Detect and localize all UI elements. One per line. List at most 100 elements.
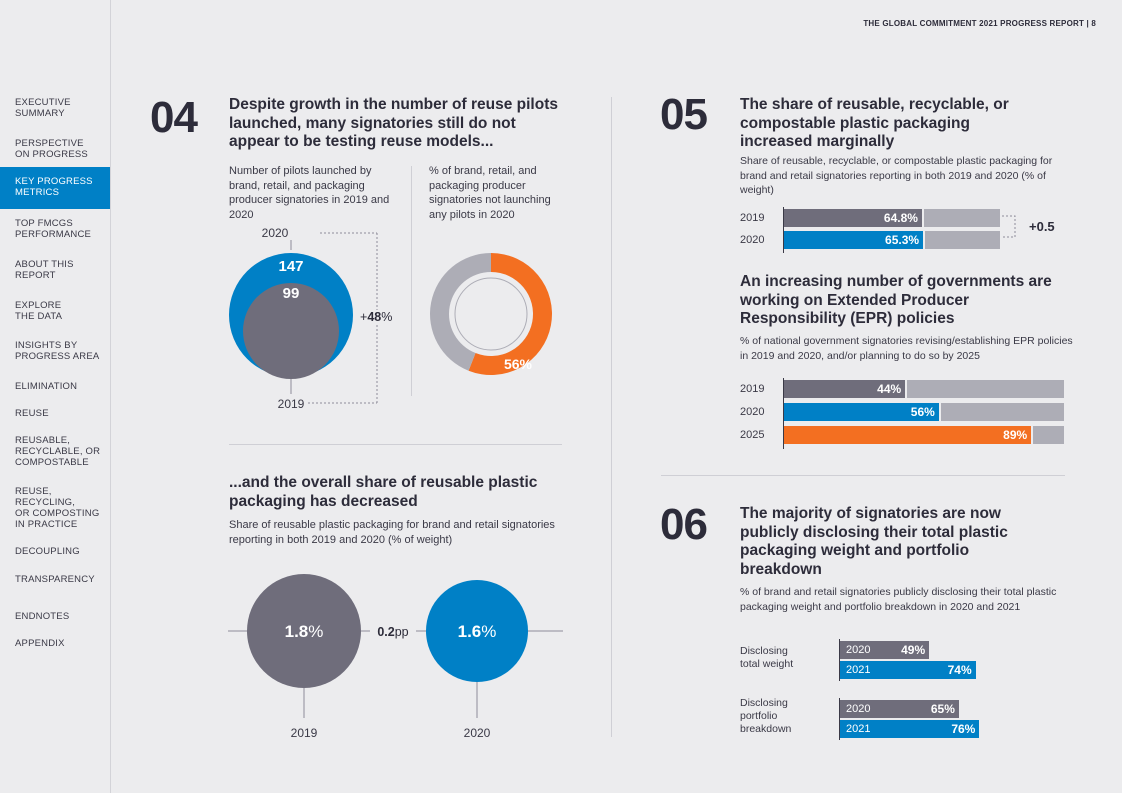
rrc-bar-value: 65.3% <box>885 233 920 247</box>
rrc-label-2019: 2019 <box>740 212 765 224</box>
sidebar-item-label: APPENDIX <box>15 638 65 649</box>
sidebar-item-about-this-report[interactable]: ABOUT THIS REPORT <box>0 259 110 281</box>
change-bracket <box>1002 215 1016 238</box>
sidebar-item-insights-by-progress-area[interactable]: INSIGHTS BY PROGRESS AREA <box>0 340 110 362</box>
disclosure-weight-bar-track: 2020 49% <box>840 641 1026 659</box>
label-2020: 2020 <box>262 226 289 240</box>
section-number-06: 06 <box>660 500 708 549</box>
epr-bar-value: 56% <box>910 405 935 419</box>
donut-slice-rest <box>430 253 491 371</box>
sidebar-item-label: TRANSPARENCY <box>15 574 95 585</box>
rrc-bar-track: 64.8% <box>784 209 1000 227</box>
section-06-description: % of brand and retail signatories public… <box>740 586 1057 613</box>
sidebar-item-label: REUSABLE, RECYCLABLE, OR COMPOSTABLE <box>15 435 101 468</box>
value-2020: 147 <box>278 258 303 275</box>
disclosure-weight-axis <box>839 639 840 681</box>
sidebar-item-label: PERSPECTIVE ON PROGRESS <box>15 138 88 160</box>
section-number-04: 04 <box>150 93 198 142</box>
rrc-bar: 65.3% <box>784 231 926 249</box>
sidebar-item-transparency[interactable]: TRANSPARENCY <box>0 574 110 585</box>
group-label-total-weight: Disclosing total weight <box>740 645 794 670</box>
disclosure-weight-bar: 2021 74% <box>840 661 978 679</box>
sidebar-item-top-fmcgs-performance[interactable]: TOP FMCGS PERFORMANCE <box>0 218 110 240</box>
section-04-divider <box>229 444 562 445</box>
sidebar-item-label: EXPLORE THE DATA <box>15 300 63 322</box>
epr-bar-track: 44% <box>784 380 1064 398</box>
section-06-heading: The majority of signatories are now publ… <box>740 505 1008 578</box>
sidebar-item-label: REUSE <box>15 408 49 419</box>
disclosure-weight-bar-value: 74% <box>947 663 972 677</box>
rrc-label-2020: 2020 <box>740 234 765 246</box>
sidebar-item-label: DECOUPLING <box>15 546 80 557</box>
epr-bar-track: 89% <box>784 426 1064 444</box>
epr-label-2025: 2025 <box>740 429 765 441</box>
pilots-bubble-chart: 147 99 2020 2019 <box>229 226 378 411</box>
disclosure-portfolio-bar-year: 2020 <box>846 703 871 715</box>
bubble-2020-value: 1.6% <box>458 622 497 641</box>
report-header: THE GLOBAL COMMITMENT 2021 PROGRESS REPO… <box>863 19 1096 28</box>
column-divider <box>611 97 612 737</box>
epr-bar: 56% <box>784 403 941 421</box>
reusable-share-heading: ...and the overall share of reusable pla… <box>229 474 538 510</box>
epr-label-2020: 2020 <box>740 406 765 418</box>
epr-heading: An increasing number of governments are … <box>740 273 1052 327</box>
epr-bar-track: 56% <box>784 403 1064 421</box>
growth-number: 48 <box>367 310 382 324</box>
sidebar-item-label: EXECUTIVE SUMMARY <box>15 97 71 119</box>
epr-bar: 44% <box>784 380 908 398</box>
sidebar-nav: EXECUTIVE SUMMARY PERSPECTIVE ON PROGRESS… <box>0 0 111 793</box>
disclosure-weight-bar-year: 2021 <box>846 664 871 676</box>
bubble-2019 <box>243 283 339 379</box>
disclosure-portfolio-bar-track: 2021 76% <box>840 720 1026 738</box>
disclosure-portfolio-bar-year: 2021 <box>846 723 871 735</box>
no-pilots-description: % of brand, retail, and packaging produc… <box>429 165 551 221</box>
rrc-bar-track: 65.3% <box>784 231 1000 249</box>
sidebar-item-elimination[interactable]: ELIMINATION <box>0 381 110 392</box>
section-05-divider <box>661 475 1065 476</box>
diff-label: 0.2pp <box>377 625 408 639</box>
disclosure-portfolio-bar-track: 2020 65% <box>840 700 1026 718</box>
donut-inner-ring <box>454 277 528 351</box>
sidebar-item-label: ELIMINATION <box>15 381 78 392</box>
sidebar-item-label: ABOUT THIS REPORT <box>15 259 74 281</box>
section-05-description: Share of reusable, recyclable, or compos… <box>740 155 1053 196</box>
section-number-05: 05 <box>660 90 708 139</box>
sidebar-item-decoupling[interactable]: DECOUPLING <box>0 546 110 557</box>
sidebar-item-reusable-recyclable-or-compostable[interactable]: REUSABLE, RECYCLABLE, OR COMPOSTABLE <box>0 435 110 468</box>
rrc-bar-value: 64.8% <box>883 211 918 225</box>
epr-bar-value: 89% <box>1003 428 1028 442</box>
sidebar-item-endnotes[interactable]: ENDNOTES <box>0 611 110 622</box>
disclosure-portfolio-axis <box>839 698 840 740</box>
epr-bar: 89% <box>784 426 1034 444</box>
sidebar-item-appendix[interactable]: APPENDIX <box>0 638 110 649</box>
sidebar-item-explore-the-data[interactable]: EXPLORE THE DATA <box>0 300 110 322</box>
sidebar-item-executive-summary[interactable]: EXECUTIVE SUMMARY <box>0 97 110 119</box>
section-05-heading: The share of reusable, recyclable, or co… <box>740 96 1009 150</box>
reusable-share-bubbles: 1.8% 1.6% 0.2pp 2019 2020 <box>228 574 563 740</box>
donut-label: 56% <box>504 356 533 372</box>
sidebar-item-reuse[interactable]: REUSE <box>0 408 110 419</box>
section-04-heading: Despite growth in the number of reuse pi… <box>229 96 558 150</box>
epr-label-2019: 2019 <box>740 383 765 395</box>
label-2019: 2019 <box>278 397 305 411</box>
sidebar-item-label: TOP FMCGS PERFORMANCE <box>15 218 92 240</box>
sidebar-item-reuse-recycling-or-composting-in-practice[interactable]: REUSE, RECYCLING, OR COMPOSTING IN PRACT… <box>0 486 110 530</box>
disclosure-portfolio-bar-value: 76% <box>951 722 976 736</box>
epr-bar-value: 44% <box>877 382 902 396</box>
sidebar-item-label: REUSE, RECYCLING, OR COMPOSTING IN PRACT… <box>15 486 100 530</box>
growth-annotation: +48% <box>360 310 393 324</box>
bubble-2019 <box>247 574 361 688</box>
disclosure-portfolio-bar: 2021 76% <box>840 720 982 738</box>
growth-suffix: % <box>381 310 393 324</box>
year-2020: 2020 <box>464 726 491 740</box>
sidebar-item-perspective-on-progress[interactable]: PERSPECTIVE ON PROGRESS <box>0 138 110 160</box>
sidebar-item-label: KEY PROGRESS METRICS <box>15 176 93 198</box>
donut-slice-not-launching <box>468 253 552 375</box>
reusable-share-description: Share of reusable plastic packaging for … <box>229 519 555 546</box>
value-2019: 99 <box>283 285 300 302</box>
group-label-portfolio: Disclosing portfolio breakdown <box>740 697 792 735</box>
sidebar-item-key-progress-metrics[interactable]: KEY PROGRESS METRICS <box>0 167 110 209</box>
growth-prefix: + <box>360 310 368 324</box>
disclosure-weight-bar: 2020 49% <box>840 641 932 659</box>
pilots-description: Number of pilots launched by brand, reta… <box>229 165 390 221</box>
